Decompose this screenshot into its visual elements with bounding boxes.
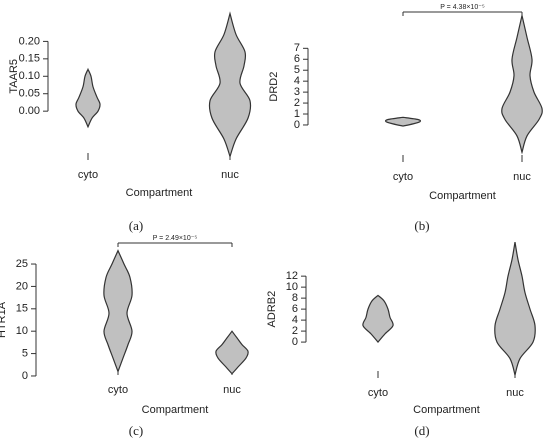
x-axis-label: Compartment bbox=[429, 190, 496, 202]
y-axis-label: HTR1A bbox=[0, 301, 8, 338]
x-tick-label: nuc bbox=[506, 387, 524, 399]
x-tick-label: nuc bbox=[513, 171, 531, 183]
violin bbox=[103, 249, 133, 374]
y-tick-label: 4 bbox=[294, 75, 300, 87]
y-tick-label: 25 bbox=[16, 258, 28, 270]
y-tick-label: 10 bbox=[286, 281, 298, 293]
y-axis-label: DRD2 bbox=[268, 72, 280, 102]
y-tick-label: 8 bbox=[292, 292, 298, 304]
y-tick-label: 15 bbox=[16, 303, 28, 315]
violin bbox=[75, 67, 101, 129]
y-tick-label: 10 bbox=[16, 325, 28, 337]
y-tick-label: 0.05 bbox=[19, 88, 40, 100]
y-tick-label: 3 bbox=[294, 86, 300, 98]
panel-label: (a) bbox=[129, 218, 143, 233]
y-tick-label: 6 bbox=[294, 53, 300, 65]
y-tick-label: 0.00 bbox=[19, 105, 40, 117]
y-tick-label: 0 bbox=[292, 336, 298, 348]
x-tick-label: cyto bbox=[108, 384, 128, 396]
y-axis-label: ADRB2 bbox=[266, 291, 278, 328]
x-tick-label: nuc bbox=[221, 169, 239, 181]
panel-label: (b) bbox=[414, 218, 429, 233]
panel-label: (c) bbox=[129, 423, 143, 438]
violin bbox=[384, 116, 422, 127]
violin bbox=[362, 294, 394, 344]
violin bbox=[501, 15, 543, 155]
y-tick-label: 7 bbox=[294, 42, 300, 54]
x-tick-label: cyto bbox=[393, 171, 413, 183]
y-tick-label: 0.20 bbox=[19, 35, 40, 47]
y-tick-label: 20 bbox=[16, 280, 28, 292]
violin bbox=[494, 241, 536, 378]
x-axis-label: Compartment bbox=[142, 404, 209, 416]
y-axis-label: TAAR5 bbox=[8, 59, 20, 94]
y-tick-label: 5 bbox=[294, 64, 300, 76]
p-value: P = 2.49×10⁻⁵ bbox=[153, 235, 198, 242]
violin bbox=[215, 330, 249, 375]
panel-label: (d) bbox=[414, 423, 429, 438]
x-axis-label: Compartment bbox=[413, 404, 480, 416]
violin bbox=[208, 11, 252, 159]
y-tick-label: 2 bbox=[294, 97, 300, 109]
p-value: P = 4.38×10⁻⁵ bbox=[440, 4, 485, 11]
y-tick-label: 2 bbox=[292, 325, 298, 337]
y-tick-label: 12 bbox=[286, 270, 298, 282]
x-axis-label: Compartment bbox=[126, 187, 193, 199]
y-tick-label: 0 bbox=[22, 370, 28, 382]
y-tick-label: 0.15 bbox=[19, 53, 40, 65]
x-tick-label: nuc bbox=[223, 384, 241, 396]
y-tick-label: 1 bbox=[294, 108, 300, 120]
y-tick-label: 0.10 bbox=[19, 70, 40, 82]
y-tick-label: 0 bbox=[294, 119, 300, 131]
x-tick-label: cyto bbox=[78, 169, 98, 181]
y-tick-label: 6 bbox=[292, 303, 298, 315]
y-tick-label: 4 bbox=[292, 314, 298, 326]
x-tick-label: cyto bbox=[368, 387, 388, 399]
y-tick-label: 5 bbox=[22, 347, 28, 359]
